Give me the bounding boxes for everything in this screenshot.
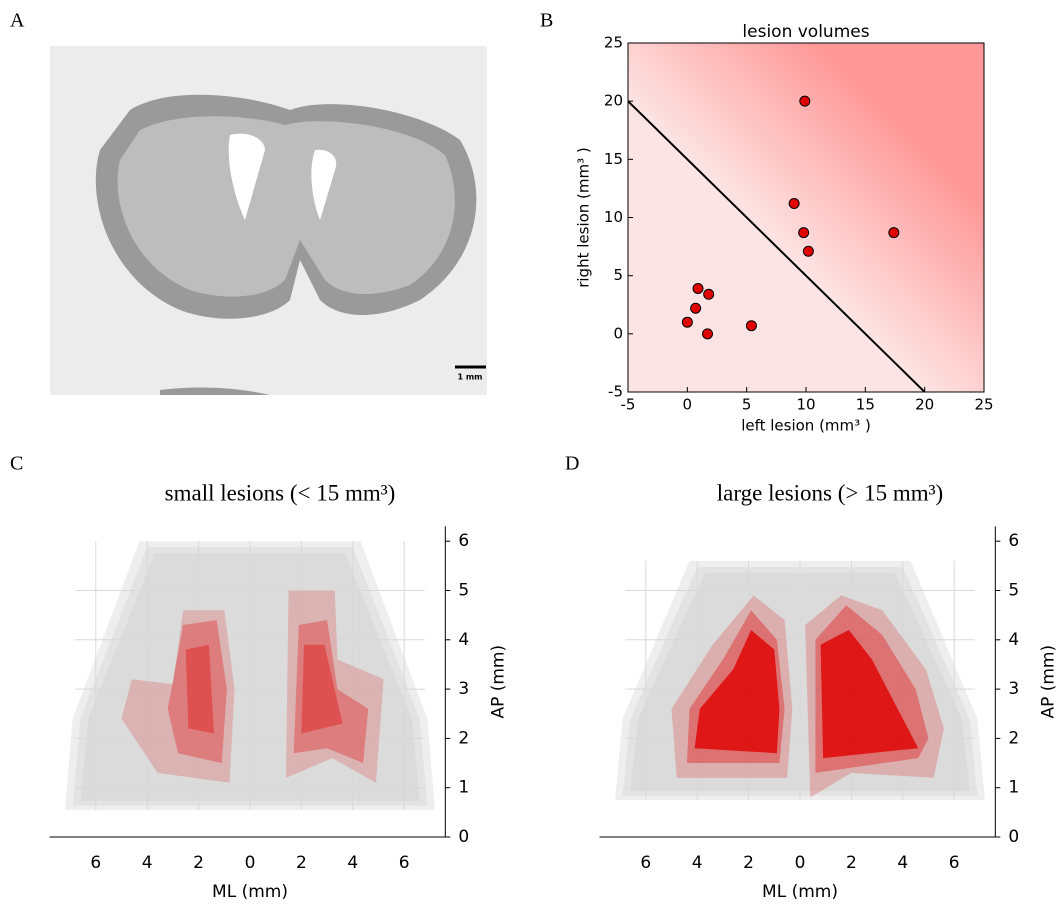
x-tick-label: 5	[742, 396, 752, 414]
data-point	[798, 227, 810, 239]
x-tick-label: 6	[399, 853, 410, 873]
lesion-area	[285, 590, 384, 783]
x-tick-label: 2	[296, 853, 307, 873]
x-tick-label: 4	[692, 853, 703, 873]
x-tick-label: 2	[743, 853, 754, 873]
x-tick-label: 2	[193, 853, 204, 873]
y-tick-label: 6	[458, 531, 469, 551]
y-tick-label: -5	[608, 383, 623, 401]
y-tick-label: 5	[613, 266, 623, 284]
lesion-area	[167, 620, 227, 764]
x-axis-label: ML (mm)	[212, 882, 288, 902]
data-point	[888, 227, 900, 239]
scale-bar-label: 1 mm	[457, 373, 482, 382]
x-tick-label: -5	[621, 396, 636, 414]
panel-label: A	[10, 10, 25, 32]
panel-label: C	[10, 453, 23, 475]
y-tick-label: 0	[1008, 827, 1019, 847]
chart-title: small lesions (< 15 mm³)	[165, 480, 396, 505]
y-tick-label: 6	[1008, 531, 1019, 551]
y-tick-label: 15	[604, 150, 623, 168]
x-tick-label: 4	[897, 853, 908, 873]
x-axis-label: ML (mm)	[762, 882, 838, 902]
y-tick-label: 5	[458, 581, 469, 601]
y-tick-label: 0	[458, 827, 469, 847]
x-tick-label: 2	[846, 853, 857, 873]
lesion-area	[694, 629, 780, 754]
lesion-area	[185, 644, 215, 734]
y-tick-label: 10	[604, 208, 623, 226]
x-tick-label: 4	[347, 853, 358, 873]
lesion-area	[121, 610, 235, 783]
y-tick-label: 3	[1008, 679, 1019, 699]
y-tick-label: 20	[604, 92, 623, 110]
decision-boundary	[628, 100, 926, 392]
y-tick-label: 5	[1008, 581, 1019, 601]
x-tick-label: 20	[915, 396, 934, 414]
data-point	[692, 282, 704, 294]
lesion-area	[301, 644, 343, 734]
x-tick-label: 10	[796, 396, 815, 414]
x-tick-label: 4	[142, 853, 153, 873]
x-tick-label: 6	[949, 853, 960, 873]
histology-image	[50, 46, 487, 395]
x-tick-label: 6	[90, 853, 101, 873]
x-tick-label: 6	[640, 853, 651, 873]
chart-title: lesion volumes	[742, 22, 869, 42]
panel-label: D	[565, 453, 579, 475]
y-axis-label: AP (mm)	[1038, 645, 1058, 719]
lesion-area	[820, 629, 919, 759]
y-tick-label: 4	[1008, 630, 1019, 650]
x-tick-label: 0	[795, 853, 806, 873]
x-tick-label: 0	[683, 396, 693, 414]
chart-title: large lesions (> 15 mm³)	[717, 480, 943, 505]
data-point	[690, 302, 702, 314]
data-point	[799, 95, 811, 107]
y-tick-label: 1	[458, 778, 469, 798]
x-axis-label: left lesion (mm³ )	[741, 417, 871, 435]
plot-background	[628, 43, 984, 392]
y-axis-label: AP (mm)	[488, 645, 508, 719]
y-tick-label: 4	[458, 630, 469, 650]
x-tick-label: 25	[974, 396, 993, 414]
data-point	[745, 320, 757, 332]
y-tick-label: 0	[613, 324, 623, 342]
y-tick-label: 2	[458, 728, 469, 748]
y-axis-label: right lesion (mm³ )	[575, 147, 593, 288]
data-point	[703, 288, 715, 300]
lesion-area	[293, 620, 369, 764]
y-tick-label: 1	[1008, 778, 1019, 798]
x-tick-label: 15	[856, 396, 875, 414]
panel-label: B	[540, 10, 553, 32]
y-tick-label: 2	[1008, 728, 1019, 748]
y-tick-label: 25	[604, 34, 623, 52]
data-point	[802, 245, 814, 257]
data-point	[681, 316, 693, 328]
data-point	[702, 328, 714, 340]
y-tick-label: 3	[458, 679, 469, 699]
x-tick-label: 0	[245, 853, 256, 873]
data-point	[788, 198, 800, 210]
